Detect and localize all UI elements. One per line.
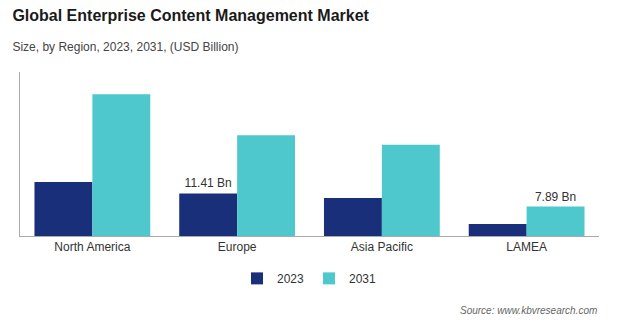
svg-text:Source: www.kbvresearch.com: Source: www.kbvresearch.com [460,305,597,316]
svg-text:Asia Pacific: Asia Pacific [351,240,413,254]
svg-text:11.41 Bn: 11.41 Bn [185,176,232,190]
svg-text:Size, by Region, 2023, 2031, (: Size, by Region, 2023, 2031, (USD Billio… [12,40,238,54]
svg-text:2031: 2031 [349,272,376,286]
svg-text:North America: North America [54,240,130,254]
svg-text:LAMEA: LAMEA [506,240,547,254]
svg-text:Global Enterprise Content Mana: Global Enterprise Content Management Mar… [12,7,369,24]
svg-text:2023: 2023 [277,272,304,286]
svg-text:7.89 Bn: 7.89 Bn [535,190,576,204]
svg-text:Europe: Europe [218,240,257,254]
